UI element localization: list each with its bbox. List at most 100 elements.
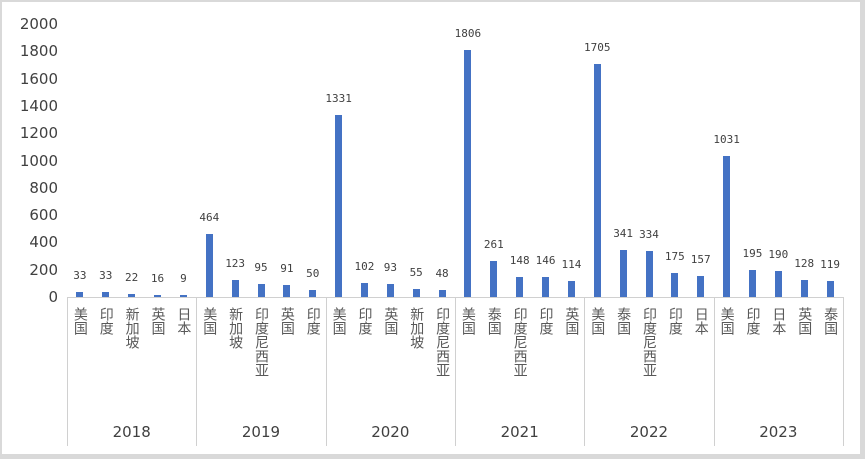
bar[interactable] [438,290,446,297]
category-label: 英国 [278,307,295,335]
data-label: 334 [639,228,659,242]
year-label: 2021 [500,423,539,441]
y-tick-label: 200 [29,260,58,279]
chart-frame: 0 200 400 600 800 1000 1200 1400 1600 1800 2000 33… [2,2,860,454]
bar[interactable] [723,156,731,297]
year-label: 2018 [112,423,151,441]
bar[interactable] [697,275,705,297]
category-label: 泰国 [615,307,632,335]
y-tick-label: 800 [29,178,58,197]
bar[interactable] [283,284,291,297]
y-tick-label: 2000 [19,15,58,33]
bar[interactable] [619,250,627,297]
data-label: 102 [354,260,375,274]
bar[interactable] [128,293,136,297]
y-tick-label: 1200 [19,124,58,143]
data-label: 123 [225,257,246,271]
y-tick-label: 400 [29,233,58,252]
category-label: 美国 [718,307,735,335]
bar[interactable] [490,261,498,297]
data-label: 341 [613,227,634,241]
bar[interactable] [205,233,213,297]
data-label: 1331 [325,92,352,106]
data-label: 1705 [584,41,611,55]
category-label: 美国 [589,307,606,335]
y-tick-label: 1600 [19,69,58,88]
data-label: 195 [742,247,763,261]
category-label: 英国 [149,307,166,335]
data-label: 22 [125,270,139,284]
category-label: 日本 [692,307,709,335]
data-label: 9 [180,272,187,285]
category-label: 美国 [330,307,347,335]
group-divider [67,297,68,446]
category-label: 印度 [356,307,373,335]
data-label: 1806 [454,27,482,41]
category-label: 泰国 [485,307,502,335]
y-tick-label: 1000 [19,151,58,170]
data-label: 157 [690,252,711,266]
data-label: 114 [561,258,582,272]
bar[interactable] [257,284,265,297]
category-label: 新加坡 [408,307,425,349]
bar[interactable] [412,289,420,297]
group-divider [196,297,197,446]
category-label: 印度 [304,307,321,335]
bar[interactable] [386,284,394,297]
data-label: 95 [254,261,268,275]
data-label: 146 [535,254,556,268]
y-tick-label: 0 [48,288,58,306]
category-label: 印度尼西亚 [253,307,269,377]
bar[interactable] [154,294,162,297]
data-label: 190 [768,248,789,262]
data-label: 91 [280,261,294,275]
data-label: 128 [794,256,815,270]
category-label: 印度 [97,307,114,335]
bar[interactable] [748,270,756,297]
data-label: 55 [409,266,423,280]
bar[interactable] [231,280,239,297]
category-label: 日本 [175,307,192,335]
bar[interactable] [516,276,524,297]
data-label: 1031 [713,133,740,147]
bar[interactable] [102,292,110,297]
bar[interactable] [567,281,575,297]
category-label: 印度尼西亚 [434,307,451,377]
year-label: 2023 [759,423,798,441]
data-label: 175 [664,250,685,264]
bar[interactable] [179,295,187,297]
group-divider [455,297,456,446]
data-label: 33 [99,269,113,283]
data-label: 148 [509,253,530,267]
category-label: 印度尼西亚 [641,307,657,377]
y-tick-label: 1400 [19,96,58,115]
category-label: 新加坡 [227,307,244,349]
data-label: 261 [483,238,504,252]
category-label: 英国 [382,307,399,335]
bar[interactable] [309,290,317,297]
bar[interactable] [671,273,679,297]
data-label: 93 [383,261,397,275]
group-divider [843,297,844,446]
category-label: 英国 [563,307,580,335]
category-label: 印度 [744,307,761,335]
category-label: 英国 [796,307,813,335]
category-label: 印度 [666,307,683,335]
data-label: 464 [199,210,220,224]
data-label: 119 [820,257,840,271]
bar[interactable] [593,64,601,297]
bar[interactable] [800,279,808,297]
bar[interactable] [76,292,84,297]
group-divider [584,297,585,446]
year-label: 2020 [371,423,410,441]
bar[interactable] [774,271,782,297]
bar[interactable] [360,283,368,297]
bar[interactable] [645,251,653,297]
bar[interactable] [464,50,472,297]
data-label: 33 [73,269,87,283]
bar[interactable] [826,280,834,297]
bar[interactable] [335,115,343,297]
category-label: 新加坡 [123,307,140,349]
bar[interactable] [542,277,550,297]
y-tick-label: 600 [29,206,58,225]
